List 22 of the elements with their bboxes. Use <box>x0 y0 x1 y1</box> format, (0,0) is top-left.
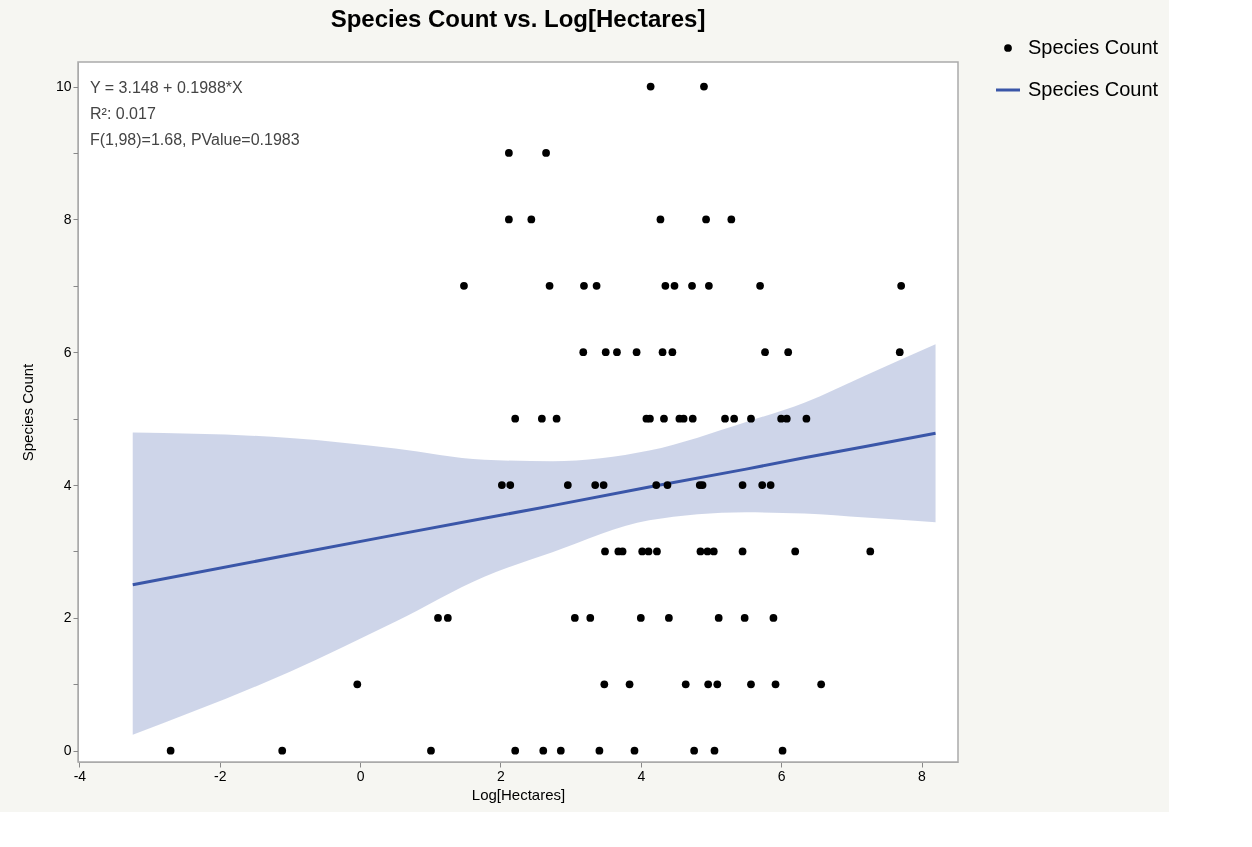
x-axis-title: Log[Hectares] <box>471 785 566 803</box>
annotation: Y = 3.148 + 0.1988*X <box>90 79 244 96</box>
x-tick-label: -4 <box>73 767 87 784</box>
x-tick-label: 4 <box>637 767 646 784</box>
annotation: F(1,98)=1.68, PValue=0.1983 <box>90 131 300 148</box>
x-tick-label: 2 <box>497 767 506 784</box>
y-tick-label: 2 <box>63 609 72 626</box>
annotation: R²: 0.017 <box>90 105 156 122</box>
y-tick-label: 0 <box>63 742 72 759</box>
legend-label: Species Count <box>1028 78 1159 100</box>
x-tick-label: -2 <box>214 767 227 784</box>
y-tick-label: 10 <box>55 78 72 95</box>
x-tick-label: 8 <box>918 767 927 784</box>
y-tick-label: 8 <box>63 210 72 227</box>
y-tick-label: 6 <box>63 343 72 360</box>
line-series <box>131 431 938 587</box>
x-tick-label: 6 <box>777 767 786 784</box>
x-tick-label: 0 <box>356 767 365 784</box>
legend-label: Species Count <box>1028 36 1159 58</box>
chart-title: Species Count vs. Log[Hectares] <box>330 5 706 32</box>
y-tick-label: 4 <box>63 476 72 493</box>
y-axis-title: Species Count <box>18 362 36 462</box>
